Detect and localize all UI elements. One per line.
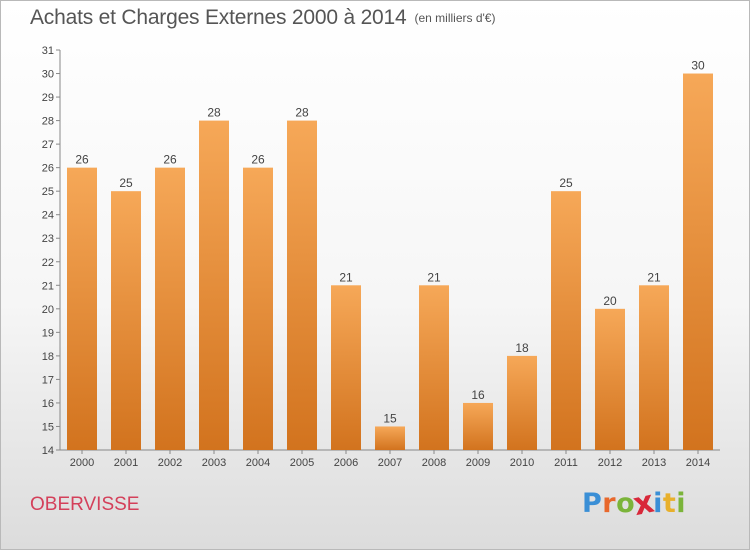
x-tick-label-2013: 2013 — [642, 457, 666, 469]
data-label-2011: 25 — [559, 176, 573, 190]
x-tick-label-2006: 2006 — [334, 457, 358, 469]
logo-letter: i — [676, 488, 687, 519]
bar-2002 — [155, 167, 185, 450]
x-tick-label-2002: 2002 — [158, 457, 182, 469]
data-label-2005: 28 — [295, 106, 309, 120]
y-tick-label: 19 — [42, 327, 54, 339]
data-label-2014: 30 — [691, 59, 705, 73]
data-label-2008: 21 — [427, 270, 441, 284]
logo-letter: P — [582, 488, 603, 519]
bar-2007 — [375, 426, 405, 450]
bar-2013 — [639, 285, 669, 450]
y-tick-label: 26 — [42, 163, 54, 175]
x-tick-label-2010: 2010 — [510, 457, 534, 469]
y-tick-label: 15 — [42, 421, 54, 433]
bar-2011 — [551, 191, 581, 451]
x-tick-label-2000: 2000 — [70, 457, 94, 469]
bar-2014 — [683, 73, 713, 450]
x-tick-label-2001: 2001 — [114, 457, 138, 469]
data-label-2013: 21 — [647, 270, 661, 284]
title-text: Achats et Charges Externes 2000 à 2014 — [30, 6, 407, 29]
y-tick-label: 17 — [42, 374, 54, 386]
y-tick-label: 21 — [42, 280, 54, 292]
data-label-2001: 25 — [119, 176, 133, 190]
x-tick-label-2014: 2014 — [686, 457, 710, 469]
bar-2004 — [243, 167, 273, 450]
logo-letter: i — [653, 488, 663, 519]
y-tick-label: 18 — [42, 351, 54, 363]
x-tick-label-2004: 2004 — [246, 457, 270, 469]
bar-2001 — [111, 191, 141, 451]
x-tick-label-2009: 2009 — [466, 457, 490, 469]
data-label-2012: 20 — [603, 294, 617, 308]
proxiti-logo: Proxiti — [582, 484, 687, 523]
chart-title: Achats et Charges Externes 2000 à 2014 (e… — [30, 6, 495, 36]
data-label-2006: 21 — [339, 270, 353, 284]
y-tick-label: 23 — [42, 233, 54, 245]
data-label-2000: 26 — [75, 153, 89, 167]
bar-2005 — [287, 120, 317, 451]
bar-2006 — [331, 285, 361, 450]
x-tick-label-2011: 2011 — [554, 457, 578, 469]
x-tick-label-2012: 2012 — [598, 457, 622, 469]
y-tick-label: 22 — [42, 257, 54, 269]
y-tick-label: 28 — [42, 116, 54, 128]
bar-2009 — [463, 402, 493, 450]
logo-letter: r — [602, 488, 617, 519]
title-unit: (en milliers d'€) — [414, 11, 496, 25]
bar-2012 — [595, 308, 625, 450]
y-tick-label: 24 — [42, 210, 54, 222]
x-tick-label-2007: 2007 — [378, 457, 402, 469]
bar-2000 — [67, 167, 97, 450]
data-label-2010: 18 — [515, 341, 529, 355]
y-tick-label: 25 — [42, 186, 54, 198]
y-tick-label: 30 — [42, 69, 54, 81]
x-tick-label-2008: 2008 — [422, 457, 446, 469]
y-tick-label: 20 — [42, 304, 54, 316]
data-label-2003: 28 — [207, 106, 221, 120]
data-label-2004: 26 — [251, 153, 265, 167]
commune-name: OBERVISSE — [30, 494, 140, 515]
logo-letter: o — [616, 488, 636, 519]
x-tick-label-2005: 2005 — [290, 457, 314, 469]
y-tick-label: 16 — [42, 398, 54, 410]
bar-2010 — [507, 355, 537, 450]
data-label-2007: 15 — [383, 411, 397, 425]
y-tick-label: 31 — [42, 45, 54, 57]
y-tick-label: 29 — [42, 92, 54, 104]
data-label-2002: 26 — [163, 153, 177, 167]
y-tick-label: 14 — [42, 445, 54, 457]
data-label-2009: 16 — [471, 388, 485, 402]
bar-2008 — [419, 285, 449, 450]
x-tick-label-2003: 2003 — [202, 457, 226, 469]
bar-2003 — [199, 120, 229, 451]
y-tick-label: 27 — [42, 139, 54, 151]
logo-letter: t — [662, 488, 677, 519]
